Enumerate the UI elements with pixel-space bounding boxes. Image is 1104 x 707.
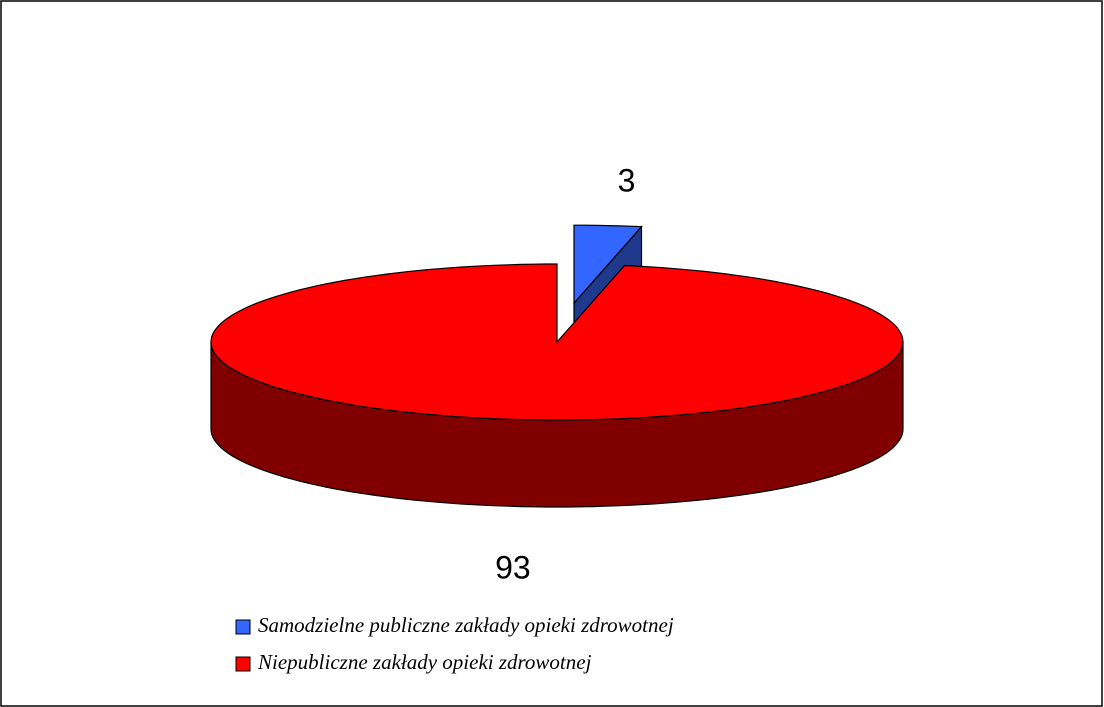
legend-swatch <box>235 656 251 672</box>
legend-label: Niepubliczne zakłady opieki zdrowotnej <box>257 650 592 674</box>
slice <box>573 224 643 305</box>
legend-swatch <box>235 619 251 635</box>
data-label: 93 <box>495 549 531 585</box>
data-label: 3 <box>618 162 636 198</box>
slice <box>210 263 904 421</box>
legend-label: Samodzielne publiczne zakłady opieki zdr… <box>258 613 674 637</box>
